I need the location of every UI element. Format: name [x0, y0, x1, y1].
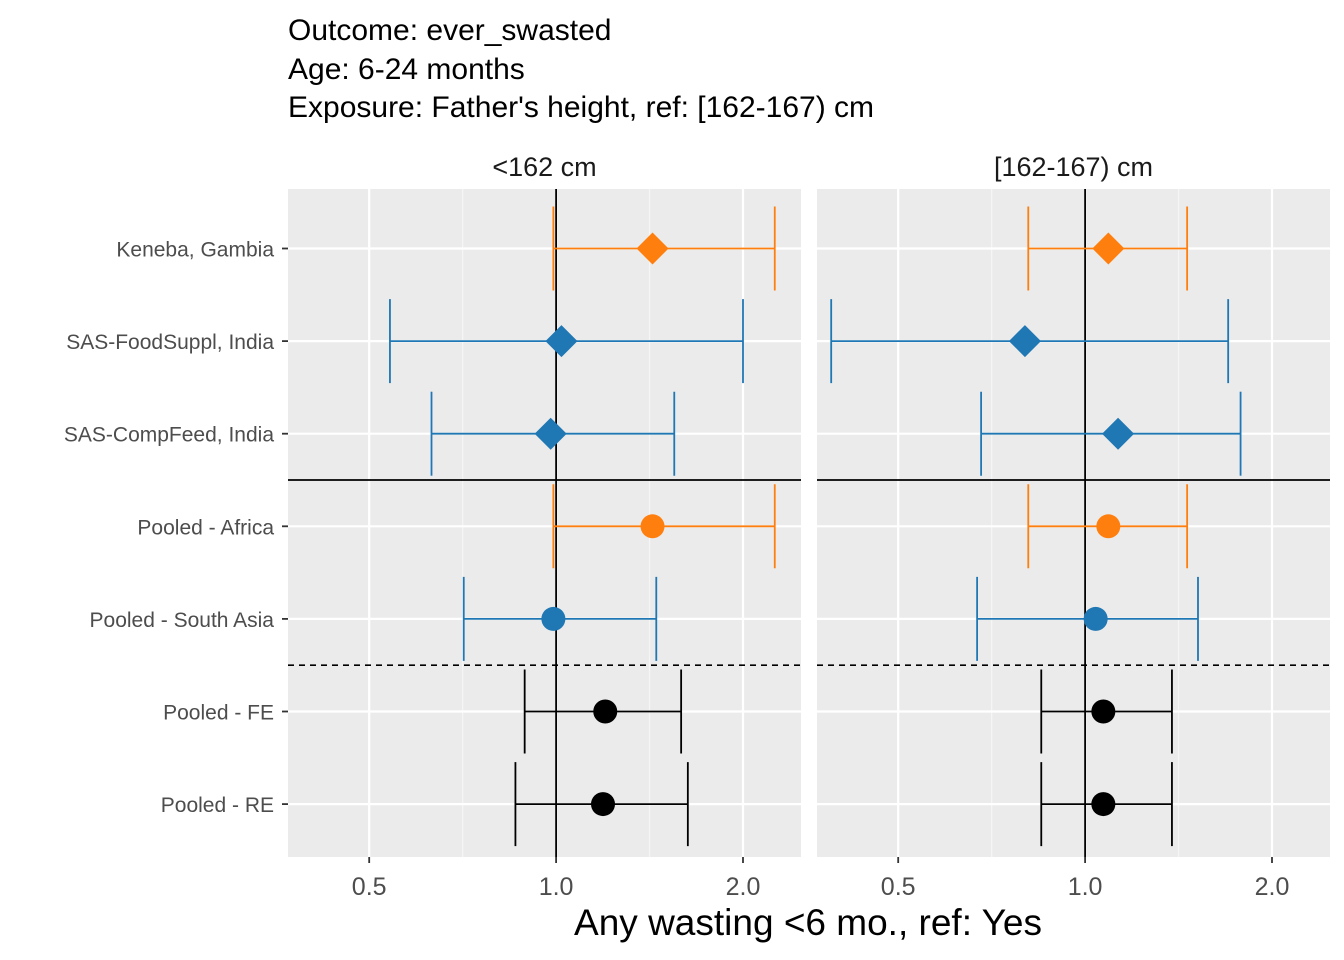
diamond-marker [1102, 417, 1135, 450]
facet-panel-1: <162 cm 0.5 1.0 2.0 [288, 147, 801, 901]
circle-marker [640, 514, 665, 539]
diamond-marker [636, 232, 669, 265]
x-tick-label: 1.0 [539, 873, 574, 901]
estimate-1 [1027, 206, 1189, 291]
y-tick-label: Pooled - RE [161, 794, 274, 817]
facet-strip-label: [162-167) cm [994, 152, 1153, 182]
plot-title-line-3: Exposure: Father's height, ref: [162-167… [288, 91, 874, 124]
circle-marker [1091, 792, 1116, 817]
panel-background [288, 189, 801, 857]
diamond-marker [1092, 232, 1125, 265]
facet-panels: <162 cm 0.5 1.0 2.0 [162-167) cm 0.5 1.0 2.0 [288, 147, 1330, 901]
x-tick-label: 2.0 [1255, 873, 1290, 901]
x-axis-title: Any wasting <6 mo., ref: Yes [574, 902, 1042, 943]
estimate-7 [1040, 762, 1173, 847]
y-axis: Keneba, Gambia SAS-FoodSuppl, India SAS-Co… [64, 239, 288, 817]
estimate-3 [430, 391, 676, 476]
diamond-marker [545, 325, 578, 358]
diamond-marker [534, 417, 567, 450]
facet-strip-bg [817, 147, 1330, 189]
plot-title-line-2: Age: 6-24 months [288, 53, 525, 86]
facet-strip-bg [288, 147, 801, 189]
x-tick-label: 0.5 [881, 873, 916, 901]
estimate-5 [976, 576, 1199, 661]
estimate-6 [523, 669, 683, 754]
estimate-4 [552, 484, 776, 569]
facet-strip-label: <162 cm [492, 152, 596, 182]
y-tick-label: Keneba, Gambia [116, 239, 274, 262]
estimate-3 [980, 391, 1242, 476]
estimate-2 [830, 299, 1230, 384]
facet-panel-2: [162-167) cm 0.5 1.0 2.0 [817, 147, 1330, 901]
diamond-marker [1008, 325, 1041, 358]
y-tick-label: SAS-FoodSuppl, India [66, 331, 274, 354]
x-tick-label: 0.5 [352, 873, 387, 901]
estimate-4 [1027, 484, 1189, 569]
estimate-7 [514, 762, 689, 847]
y-tick-label: Pooled - South Asia [90, 609, 275, 632]
x-tick-label: 1.0 [1068, 873, 1103, 901]
circle-marker [590, 792, 615, 817]
estimate-5 [462, 576, 658, 661]
x-tick-label: 2.0 [726, 873, 761, 901]
circle-marker [593, 699, 618, 724]
circle-marker [541, 606, 566, 631]
y-tick-label: Pooled - FE [163, 702, 274, 725]
plot-title-line-1: Outcome: ever_swasted [288, 14, 611, 47]
estimate-1 [552, 206, 776, 291]
estimate-6 [1040, 669, 1173, 754]
estimate-2 [389, 299, 744, 384]
circle-marker [1091, 699, 1116, 724]
y-tick-label: Pooled - Africa [137, 516, 274, 539]
y-tick-label: SAS-CompFeed, India [64, 424, 274, 447]
panel-background [817, 189, 1330, 857]
circle-marker [1096, 514, 1121, 539]
circle-marker [1083, 606, 1108, 631]
